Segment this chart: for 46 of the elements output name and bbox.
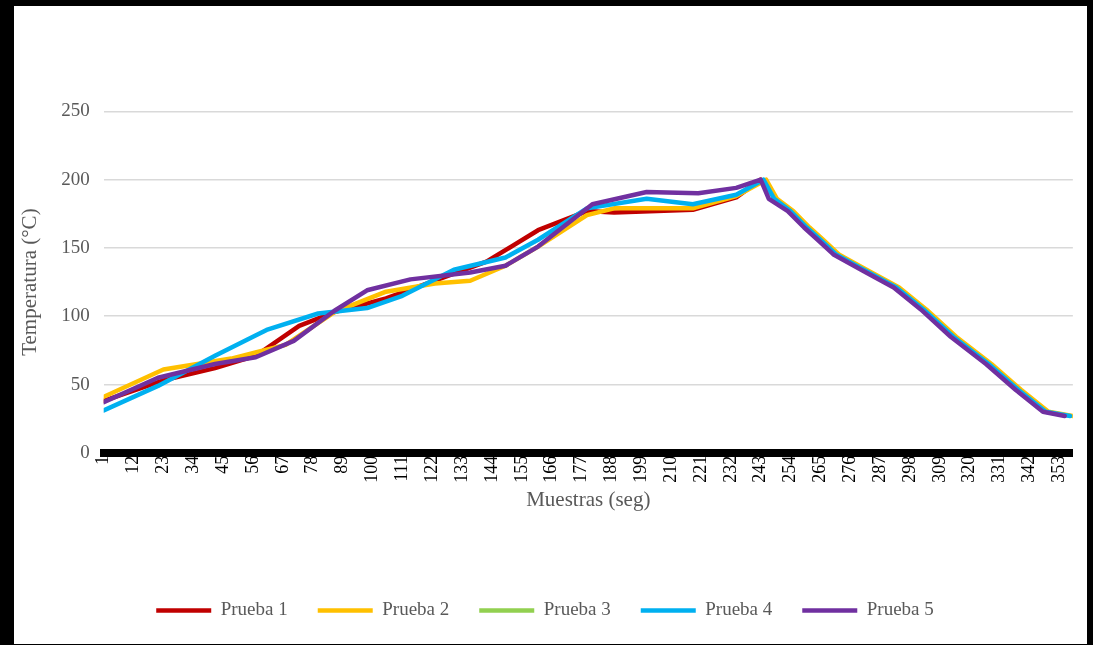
x-tick-label: 342 <box>1018 455 1039 483</box>
x-tick-label: 12 <box>122 455 143 474</box>
legend-label: Prueba 3 <box>543 598 611 620</box>
y-tick-label: 200 <box>61 167 90 189</box>
x-tick-label: 56 <box>241 455 262 474</box>
x-tick-label: 276 <box>838 455 859 483</box>
x-tick-label: 177 <box>570 455 591 483</box>
x-tick-label: 254 <box>779 455 800 483</box>
x-tick-label: 45 <box>211 455 232 474</box>
x-tick-label: 243 <box>749 455 770 483</box>
legend-label: Prueba 4 <box>705 598 773 620</box>
x-tick-label: 78 <box>301 455 322 474</box>
x-tick-label: 100 <box>361 455 382 483</box>
x-tick-label: 89 <box>331 455 352 474</box>
x-tick-label: 23 <box>152 455 173 474</box>
x-tick-label: 232 <box>719 455 740 483</box>
x-axis-title: Muestras (seg) <box>526 486 651 511</box>
x-tick-label: 166 <box>540 455 561 483</box>
x-tick-label: 320 <box>958 455 979 483</box>
x-tick-label: 144 <box>480 455 501 483</box>
legend-label: Prueba 5 <box>866 598 934 620</box>
y-tick-label: 150 <box>61 235 90 257</box>
x-tick-label: 111 <box>391 455 412 482</box>
x-tick-label: 221 <box>689 455 710 483</box>
x-tick-label: 265 <box>809 455 830 483</box>
x-tick-label: 122 <box>420 455 441 483</box>
y-axis-title: Temperatura (°C) <box>17 208 42 356</box>
y-tick-label: 0 <box>80 440 90 462</box>
x-tick-label: 287 <box>868 455 889 483</box>
x-tick-label: 67 <box>271 455 292 474</box>
x-tick-label: 188 <box>600 455 621 483</box>
x-tick-label: 199 <box>629 455 650 483</box>
x-tick-label: 133 <box>450 455 471 483</box>
y-tick-label: 100 <box>61 304 90 326</box>
x-tick-label: 309 <box>928 455 949 483</box>
x-tick-label: 34 <box>182 455 203 474</box>
x-tick-label: 298 <box>898 455 919 483</box>
x-tick-label: 353 <box>1048 455 1069 483</box>
x-tick-label: 155 <box>510 455 531 483</box>
legend-label: Prueba 2 <box>382 598 450 620</box>
legend-label: Prueba 1 <box>220 598 288 620</box>
x-tick-label: 331 <box>988 455 1009 483</box>
y-tick-label: 250 <box>61 99 90 121</box>
y-tick-label: 50 <box>70 372 90 394</box>
x-tick-label: 1 <box>92 455 113 465</box>
x-tick-label: 210 <box>659 455 680 483</box>
